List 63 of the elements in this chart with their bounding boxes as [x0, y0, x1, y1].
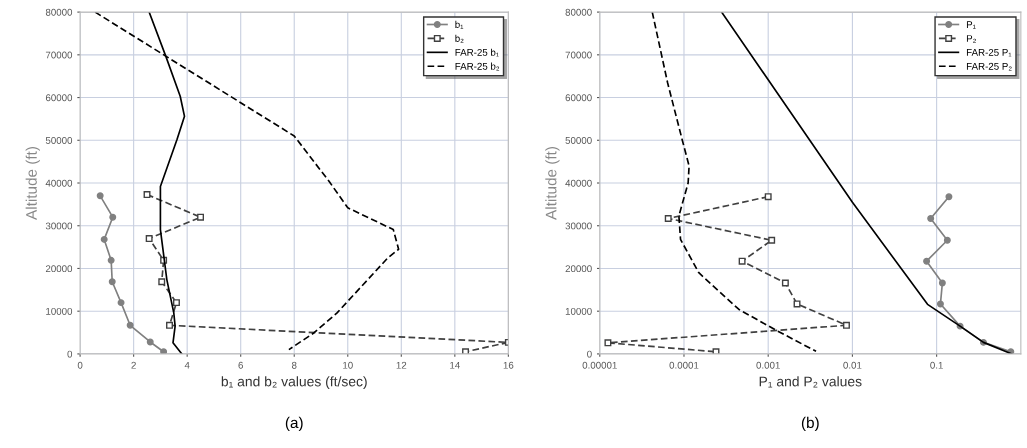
y-tick-label: 30000: [565, 222, 592, 230]
text: (a): [285, 416, 303, 432]
point: [197, 213, 205, 221]
legend-label: P₁: [966, 21, 976, 29]
y-tick-label: 70000: [565, 51, 592, 59]
x-axis-title: P₁ and P₂ values: [759, 376, 862, 388]
y-tick-label: 0: [587, 350, 592, 358]
point: [172, 299, 180, 307]
point: [143, 191, 151, 199]
y-tick-label: 0: [67, 350, 73, 358]
x-tick-label: 0.00001: [582, 361, 617, 369]
y-tick-label: 60000: [45, 94, 73, 102]
line-series: [94, 12, 400, 351]
y-tick-label: 70000: [45, 51, 73, 59]
x-tick-label: 12: [396, 361, 407, 369]
x-tick-label: 6: [238, 361, 243, 369]
y-axis-title: Altitude (ft): [25, 147, 40, 220]
y-tick-label: 40000: [45, 179, 73, 187]
y-tick-label: 50000: [45, 137, 73, 144]
point: [158, 278, 166, 286]
x-axis-title: b₁ and b₂ values (ft/sec): [221, 376, 367, 390]
x-tick-label: 0: [77, 361, 83, 369]
legend-label: FAR-25 b₂: [455, 62, 500, 71]
y-tick-label: 30000: [45, 222, 73, 230]
point: [166, 321, 173, 329]
y-tick-label: 20000: [565, 265, 592, 273]
text: (b): [801, 416, 819, 432]
x-tick-label: 0.1: [930, 361, 943, 369]
legend-label: b₁: [455, 20, 464, 29]
point: [126, 321, 134, 329]
y-tick-label: 50000: [565, 137, 592, 144]
y-tick-label: 60000: [565, 94, 592, 102]
y-tick-label: 10000: [565, 307, 592, 315]
x-tick-label: 0.001: [756, 361, 780, 369]
legend-label: b₂: [455, 34, 464, 43]
point: [146, 338, 154, 346]
legend-label: P₂: [966, 35, 976, 43]
x-tick-label: 8: [291, 361, 297, 369]
y-tick-label: 20000: [45, 265, 73, 273]
point: [100, 235, 108, 243]
x-tick-label: 16: [503, 361, 514, 369]
x-tick-label: 2: [131, 361, 136, 369]
point: [145, 235, 153, 243]
point: [462, 348, 470, 354]
y-axis-title: Altitude (ft): [545, 147, 560, 220]
x-tick-label: 10: [343, 361, 353, 369]
y-tick-label: 80000: [565, 8, 592, 16]
y-tick-label: 10000: [46, 307, 73, 315]
point: [96, 192, 104, 200]
legend-label: FAR-25 P₁: [966, 48, 1012, 57]
legend-label: FAR-25 b₁: [455, 48, 499, 57]
x-tick-label: 14: [450, 361, 460, 369]
y-tick-label: 40000: [565, 179, 592, 187]
point: [109, 213, 117, 221]
point: [107, 256, 115, 264]
point: [108, 278, 116, 286]
x-tick-label: 0.01: [843, 361, 862, 369]
y-tick-label: 80000: [45, 8, 73, 16]
point: [160, 348, 168, 354]
x-tick-label: 0.0001: [669, 361, 699, 369]
point: [117, 299, 125, 307]
x-tick-label: 4: [184, 361, 190, 369]
legend-label: FAR-25 P₂: [966, 62, 1012, 71]
